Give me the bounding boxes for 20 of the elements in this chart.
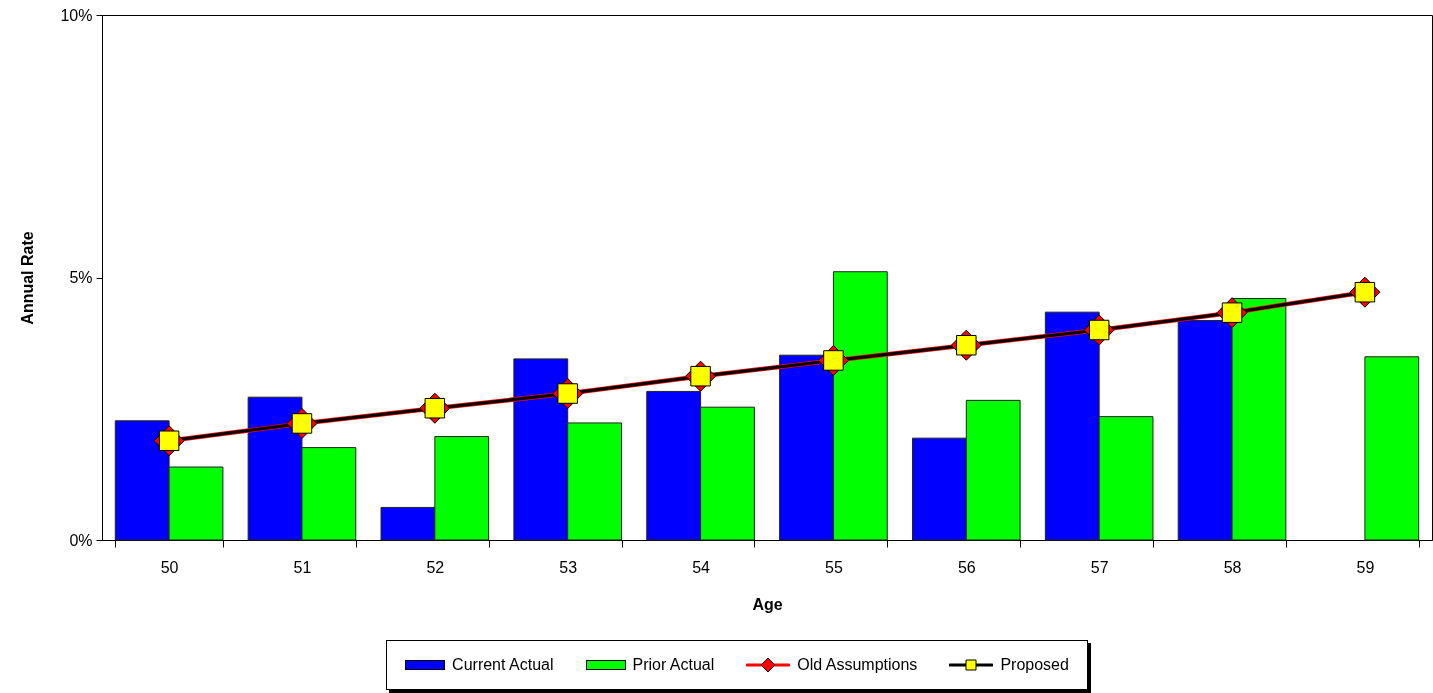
x-tick-label: 56 — [957, 558, 976, 576]
x-tick-label: 53 — [559, 558, 578, 576]
x-tick-label: 51 — [293, 558, 312, 576]
x-tick-label: 50 — [160, 558, 179, 576]
y-axis-title: Annual Rate — [19, 231, 37, 325]
y-tick-label: 0% — [69, 531, 93, 549]
legend-label: Old Assumptions — [797, 656, 918, 674]
x-axis-title: Age — [752, 595, 783, 613]
y-tick-label: 10% — [60, 6, 93, 24]
y-tick-label: 5% — [69, 269, 93, 286]
x-tick-label: 54 — [692, 558, 711, 576]
legend-label: Prior Actual — [632, 656, 715, 674]
x-tick-label: 59 — [1356, 558, 1375, 576]
x-tick-label: 57 — [1090, 558, 1109, 576]
bar — [1364, 356, 1420, 541]
legend-label: Current Actual — [452, 656, 554, 674]
x-tick-label: 52 — [426, 558, 445, 576]
x-tick-label: 58 — [1223, 558, 1242, 576]
x-tick-label: 55 — [825, 558, 843, 576]
legend-label: Proposed — [1000, 656, 1069, 674]
